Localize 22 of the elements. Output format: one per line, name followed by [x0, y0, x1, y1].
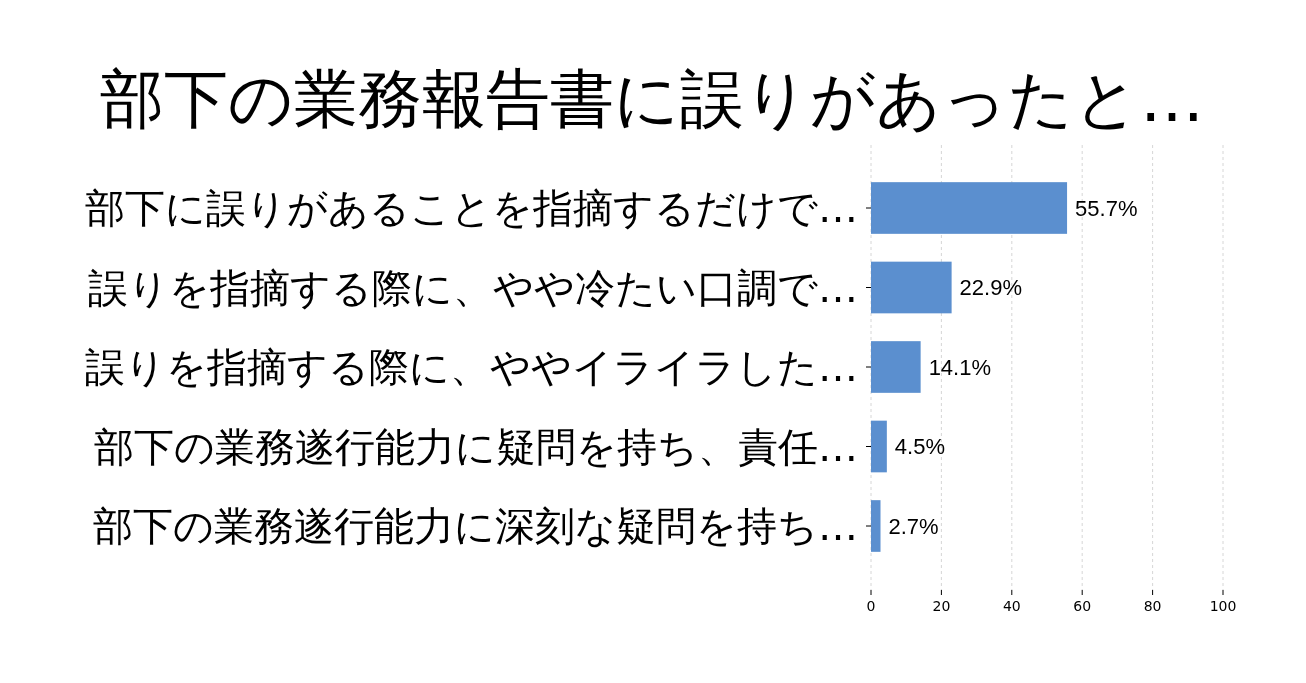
x-tick-label: 100	[1209, 598, 1237, 614]
x-tick-label: 80	[1143, 598, 1162, 614]
bar	[871, 420, 887, 473]
data-label: 2.7%	[888, 513, 939, 539]
data-label: 14.1%	[928, 354, 992, 380]
y-tick-label: 部下の業務遂行能力に疑問を持ち、責任…	[94, 423, 858, 470]
y-tick-label: 部下に誤りがあることを指摘するだけで…	[85, 185, 858, 231]
x-tick-label: 40	[1002, 598, 1021, 614]
x-tick-label: 60	[1073, 598, 1092, 614]
data-label: 22.9%	[959, 275, 1022, 300]
bar	[871, 341, 921, 393]
chart-title: 部下の業務報告書に誤りがあったと…	[100, 62, 1204, 136]
data-label: 4.5%	[894, 434, 945, 459]
x-tick-label: 20	[932, 598, 951, 614]
y-tick-label: 誤りを指摘する際に、やや冷たい口調で…	[88, 264, 858, 311]
y-tick-label: 誤りを指摘する際に、ややイライラした…	[85, 344, 858, 390]
y-tick-label: 部下の業務遂行能力に深刻な疑問を持ち…	[93, 503, 858, 549]
bar	[871, 182, 1068, 234]
bar	[871, 500, 881, 552]
x-tick-label: 0	[866, 598, 876, 614]
data-label: 55.7%	[1075, 195, 1138, 221]
bar	[871, 261, 952, 314]
